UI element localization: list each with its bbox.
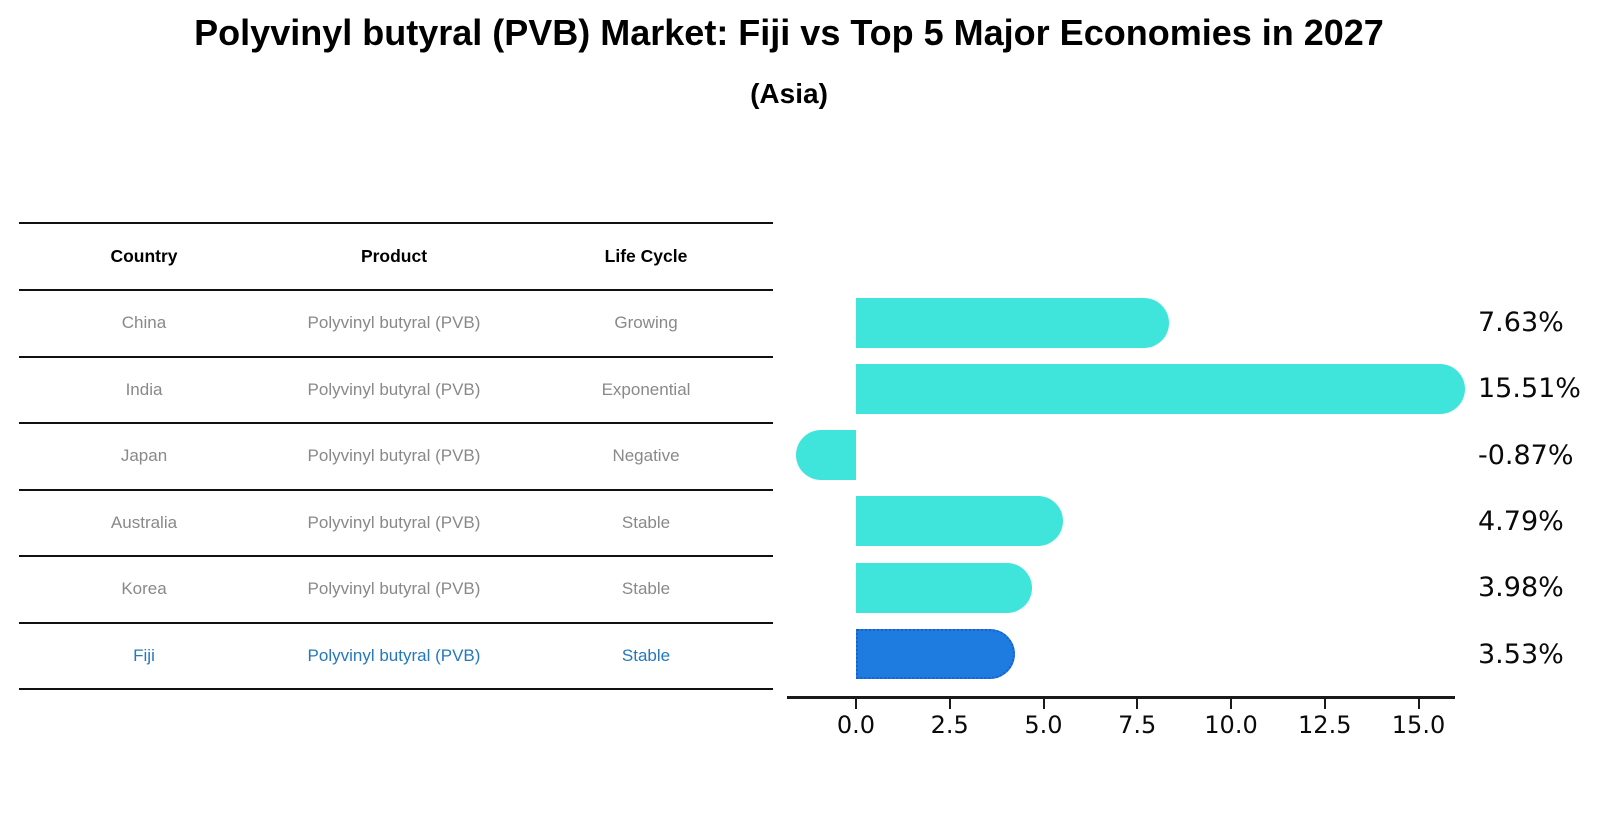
cell-country: Australia: [110, 512, 178, 532]
bar-japan: [796, 430, 856, 481]
table-row-korea: Korea Polyvinyl butyral (PVB) Stable: [19, 557, 773, 624]
table-row-japan: Japan Polyvinyl butyral (PVB) Negative: [19, 424, 773, 491]
table-row-india: India Polyvinyl butyral (PVB) Exponential: [19, 358, 773, 424]
cell-life-cycle: Growing: [614, 313, 678, 333]
cell-product: Polyvinyl butyral (PVB): [307, 579, 481, 599]
x-axis-tick-label: 5.0: [1024, 711, 1063, 739]
x-axis-tick-label: 7.5: [1118, 711, 1157, 739]
x-axis-tick-label: 12.5: [1298, 711, 1352, 739]
table-body: China Polyvinyl butyral (PVB) Growing India…: [19, 291, 773, 690]
cell-life-cycle: Stable: [621, 512, 671, 532]
table-row-australia: Australia Polyvinyl butyral (PVB) Stable: [19, 491, 773, 557]
table-row-china: China Polyvinyl butyral (PVB) Growing: [19, 291, 773, 358]
cell-country: Fiji: [133, 645, 155, 665]
x-axis-tick-label: 10.0: [1204, 711, 1258, 739]
value-label-australia: 4.79%: [1478, 505, 1564, 537]
bar-korea: [856, 562, 1033, 613]
cell-life-cycle: Exponential: [601, 379, 691, 399]
column-header-life-cycle: Life Cycle: [604, 246, 688, 266]
page-title: Polyvinyl butyral (PVB) Market: Fiji vs …: [194, 12, 1384, 53]
cell-product: Polyvinyl butyral (PVB): [307, 313, 481, 333]
x-axis-tick: [855, 699, 857, 709]
column-header-country: Country: [110, 246, 178, 266]
cell-product: Polyvinyl butyral (PVB): [307, 645, 481, 665]
x-axis-tick: [1230, 699, 1232, 709]
cell-country: China: [121, 313, 167, 333]
cell-life-cycle: Stable: [621, 579, 671, 599]
cell-product: Polyvinyl butyral (PVB): [307, 379, 481, 399]
column-header-product: Product: [360, 246, 428, 266]
cell-product: Polyvinyl butyral (PVB): [307, 446, 481, 466]
value-label-korea: 3.98%: [1478, 572, 1564, 604]
bar-australia: [856, 496, 1063, 547]
x-axis-tick: [1323, 699, 1326, 709]
cell-life-cycle: Negative: [612, 446, 680, 466]
x-axis-tick: [1136, 699, 1139, 709]
table-header-row: Country Product Life Cycle: [19, 224, 773, 291]
page-subtitle: (Asia): [750, 78, 828, 109]
cell-country: India: [125, 379, 163, 399]
x-axis-tick-label: 15.0: [1391, 711, 1446, 739]
x-axis: [787, 696, 1455, 699]
value-label-fiji: 3.53%: [1478, 638, 1564, 670]
table-row-fiji: Fiji Polyvinyl butyral (PVB) Stable: [19, 624, 773, 690]
bar-china: [856, 297, 1170, 348]
bar-india: [856, 363, 1465, 414]
x-axis-tick: [948, 699, 951, 709]
cell-country: Korea: [121, 579, 167, 599]
value-label-japan: -0.87%: [1478, 439, 1574, 471]
value-label-india: 15.51%: [1478, 373, 1581, 405]
x-axis-tick: [1417, 699, 1420, 709]
economies-table: Country Product Life Cycle China Polyvinyl …: [19, 222, 773, 690]
x-axis-tick-label: 0.0: [836, 711, 876, 739]
x-axis-tick-label: 2.5: [930, 711, 969, 739]
cell-product: Polyvinyl butyral (PVB): [307, 512, 481, 532]
x-axis-tick: [1042, 699, 1045, 709]
value-label-china: 7.63%: [1478, 307, 1564, 338]
bar-fiji: [856, 629, 1016, 679]
cell-country: Japan: [120, 446, 168, 466]
cell-life-cycle: Stable: [621, 645, 671, 665]
